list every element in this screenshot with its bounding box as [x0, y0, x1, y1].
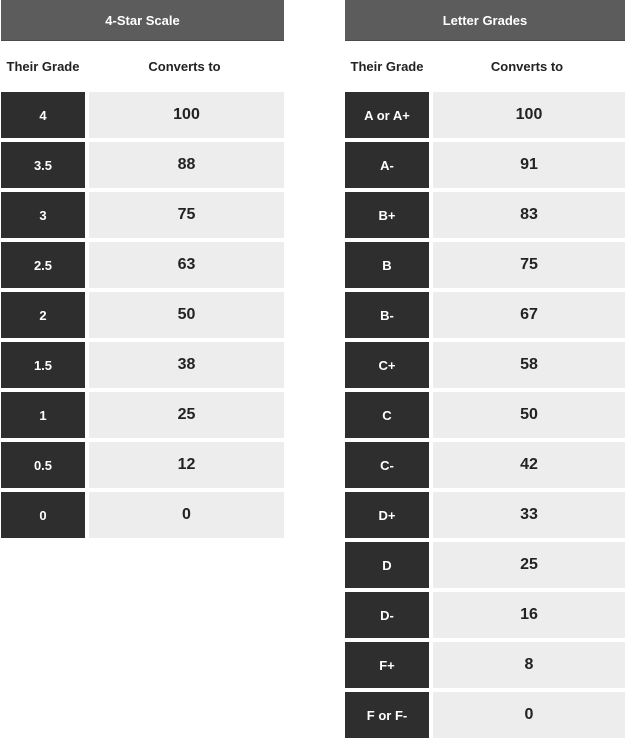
- table-title: 4-Star Scale: [1, 0, 284, 41]
- table-row: 1 25: [1, 392, 284, 438]
- converted-value-cell: 42: [433, 442, 625, 488]
- their-grade-cell: C-: [345, 442, 429, 488]
- their-grade-cell: B+: [345, 192, 429, 238]
- converted-value-cell: 100: [433, 92, 625, 138]
- table-row: 2 50: [1, 292, 284, 338]
- their-grade-cell: F or F-: [345, 692, 429, 738]
- converted-value-cell: 75: [433, 242, 625, 288]
- converted-value-cell: 67: [433, 292, 625, 338]
- their-grade-cell: 0.5: [1, 442, 85, 488]
- table-row: 3 75: [1, 192, 284, 238]
- converted-value-cell: 58: [433, 342, 625, 388]
- table-row: B- 67: [345, 292, 625, 338]
- converted-value-cell: 91: [433, 142, 625, 188]
- column-headers: Their Grade Converts to: [1, 41, 284, 92]
- table-row: C 50: [345, 392, 625, 438]
- their-grade-cell: B: [345, 242, 429, 288]
- converted-value-cell: 63: [89, 242, 284, 288]
- converted-value-cell: 88: [89, 142, 284, 188]
- four-star-scale-table: 4-Star Scale Their Grade Converts to 4 10…: [1, 0, 284, 542]
- table-rows: A or A+ 100 A- 91 B+ 83 B 75 B- 67 C+ 58 C 50 C- 42 D+ 33…: [345, 92, 625, 742]
- table-row: C+ 58: [345, 342, 625, 388]
- their-grade-cell: 3: [1, 192, 85, 238]
- their-grade-cell: A-: [345, 142, 429, 188]
- converted-value-cell: 16: [433, 592, 625, 638]
- table-row: D- 16: [345, 592, 625, 638]
- their-grade-cell: D-: [345, 592, 429, 638]
- table-row: 3.5 88: [1, 142, 284, 188]
- table-row: B 75: [345, 242, 625, 288]
- column-headers: Their Grade Converts to: [345, 41, 625, 92]
- their-grade-cell: F+: [345, 642, 429, 688]
- their-grade-cell: A or A+: [345, 92, 429, 138]
- column-header-converts-to: Converts to: [148, 59, 221, 74]
- their-grade-cell: D: [345, 542, 429, 588]
- converted-value-cell: 33: [433, 492, 625, 538]
- converted-value-cell: 83: [433, 192, 625, 238]
- table-row: B+ 83: [345, 192, 625, 238]
- their-grade-cell: 1.5: [1, 342, 85, 388]
- letter-grades-table: Letter Grades Their Grade Converts to A …: [345, 0, 625, 742]
- converted-value-cell: 75: [89, 192, 284, 238]
- converted-value-cell: 12: [89, 442, 284, 488]
- their-grade-cell: 3.5: [1, 142, 85, 188]
- table-row: C- 42: [345, 442, 625, 488]
- their-grade-cell: 2: [1, 292, 85, 338]
- table-title: Letter Grades: [345, 0, 625, 41]
- table-row: D 25: [345, 542, 625, 588]
- table-row: A or A+ 100: [345, 92, 625, 138]
- table-row: 4 100: [1, 92, 284, 138]
- converted-value-cell: 0: [433, 692, 625, 738]
- their-grade-cell: 4: [1, 92, 85, 138]
- their-grade-cell: B-: [345, 292, 429, 338]
- column-header-converts-to: Converts to: [490, 59, 564, 74]
- their-grade-cell: C: [345, 392, 429, 438]
- column-header-their-grade: Their Grade: [6, 59, 80, 74]
- their-grade-cell: 1: [1, 392, 85, 438]
- their-grade-cell: 0: [1, 492, 85, 538]
- table-row: 1.5 38: [1, 342, 284, 388]
- converted-value-cell: 8: [433, 642, 625, 688]
- converted-value-cell: 25: [433, 542, 625, 588]
- converted-value-cell: 100: [89, 92, 284, 138]
- table-row: D+ 33: [345, 492, 625, 538]
- converted-value-cell: 25: [89, 392, 284, 438]
- converted-value-cell: 0: [89, 492, 284, 538]
- table-row: A- 91: [345, 142, 625, 188]
- table-row: 2.5 63: [1, 242, 284, 288]
- converted-value-cell: 38: [89, 342, 284, 388]
- their-grade-cell: D+: [345, 492, 429, 538]
- converted-value-cell: 50: [433, 392, 625, 438]
- table-row: F or F- 0: [345, 692, 625, 738]
- table-row: 0.5 12: [1, 442, 284, 488]
- table-rows: 4 100 3.5 88 3 75 2.5 63 2 50 1.5 38 1 25 0.5 12 0 0: [1, 92, 284, 542]
- converted-value-cell: 50: [89, 292, 284, 338]
- their-grade-cell: C+: [345, 342, 429, 388]
- table-row: F+ 8: [345, 642, 625, 688]
- column-header-their-grade: Their Grade: [350, 59, 424, 74]
- their-grade-cell: 2.5: [1, 242, 85, 288]
